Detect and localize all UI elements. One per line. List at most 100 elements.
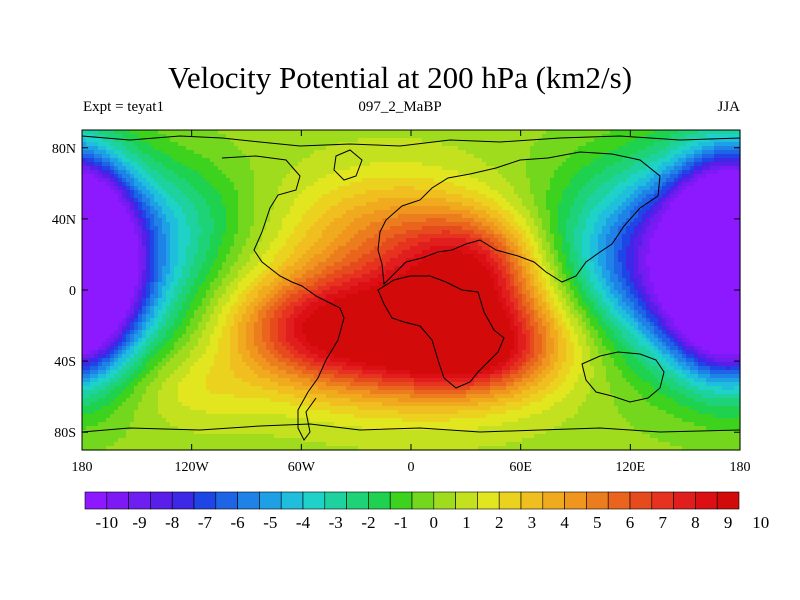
field-cell (722, 138, 727, 143)
field-cell (274, 218, 279, 223)
field-cell (682, 154, 687, 159)
field-cell (366, 194, 371, 199)
field-cell (582, 138, 587, 143)
field-cell (138, 194, 143, 199)
field-cell (646, 246, 651, 251)
field-cell (138, 230, 143, 235)
field-cell (362, 218, 367, 223)
field-cell (738, 234, 741, 239)
field-cell (386, 166, 391, 171)
field-cell (526, 210, 531, 215)
field-cell (262, 138, 267, 143)
field-cell (490, 218, 495, 223)
field-cell (470, 234, 475, 239)
field-cell (142, 202, 147, 207)
field-cell (218, 250, 223, 255)
field-cell (326, 142, 331, 147)
field-cell (626, 150, 631, 155)
field-cell (138, 190, 143, 195)
field-cell (150, 214, 155, 219)
field-cell (406, 138, 411, 143)
field-cell (642, 218, 647, 223)
field-cell (118, 138, 123, 143)
field-cell (534, 158, 539, 163)
field-cell (226, 162, 231, 167)
field-cell (662, 130, 667, 135)
field-cell (142, 194, 147, 199)
field-cell (182, 150, 187, 155)
field-cell (82, 210, 87, 215)
field-cell (562, 214, 567, 219)
field-cell (470, 202, 475, 207)
field-cell (198, 150, 203, 155)
field-cell (478, 158, 483, 163)
field-cell (462, 206, 467, 211)
field-cell (582, 226, 587, 231)
field-cell (374, 214, 379, 219)
field-cell (318, 134, 323, 139)
field-cell (638, 210, 643, 215)
field-cell (222, 206, 227, 211)
field-cell (506, 170, 511, 175)
field-cell (382, 154, 387, 159)
field-cell (318, 230, 323, 235)
field-cell (342, 226, 347, 231)
field-cell (434, 206, 439, 211)
field-cell (182, 218, 187, 223)
field-cell (478, 138, 483, 143)
field-cell (310, 202, 315, 207)
field-cell (718, 174, 723, 179)
field-cell (710, 190, 715, 195)
field-cell (642, 138, 647, 143)
field-cell (634, 170, 639, 175)
field-cell (686, 134, 691, 139)
field-cell (734, 186, 739, 191)
field-cell (654, 230, 659, 235)
field-cell (558, 170, 563, 175)
field-cell (398, 146, 403, 151)
field-cell (578, 242, 583, 247)
field-cell (658, 182, 663, 187)
field-cell (622, 214, 627, 219)
field-cell (514, 246, 519, 251)
field-cell (294, 198, 299, 203)
field-cell (574, 226, 579, 231)
field-cell (222, 182, 227, 187)
field-cell (130, 206, 135, 211)
field-cell (190, 190, 195, 195)
field-cell (726, 130, 731, 135)
field-cell (542, 158, 547, 163)
field-cell (734, 146, 739, 151)
field-cell (590, 190, 595, 195)
field-cell (442, 198, 447, 203)
field-cell (710, 206, 715, 211)
field-cell (482, 182, 487, 187)
field-cell (214, 134, 219, 139)
field-cell (530, 226, 535, 231)
field-cell (482, 214, 487, 219)
field-cell (498, 238, 503, 243)
field-cell (226, 146, 231, 151)
field-cell (314, 234, 319, 239)
field-cell (718, 154, 723, 159)
field-cell (426, 142, 431, 147)
field-cell (350, 242, 355, 247)
field-cell (602, 246, 607, 251)
field-cell (514, 194, 519, 199)
field-cell (702, 154, 707, 159)
field-cell (666, 246, 671, 251)
field-cell (670, 226, 675, 231)
field-cell (706, 146, 711, 151)
field-cell (234, 238, 239, 243)
field-cell (234, 166, 239, 171)
field-cell (122, 170, 127, 175)
field-cell (598, 238, 603, 243)
field-cell (502, 202, 507, 207)
field-cell (278, 198, 283, 203)
field-cell (446, 186, 451, 191)
field-cell (486, 230, 491, 235)
field-cell (634, 206, 639, 211)
field-cell (94, 234, 99, 239)
field-cell (410, 130, 415, 135)
field-cell (526, 170, 531, 175)
